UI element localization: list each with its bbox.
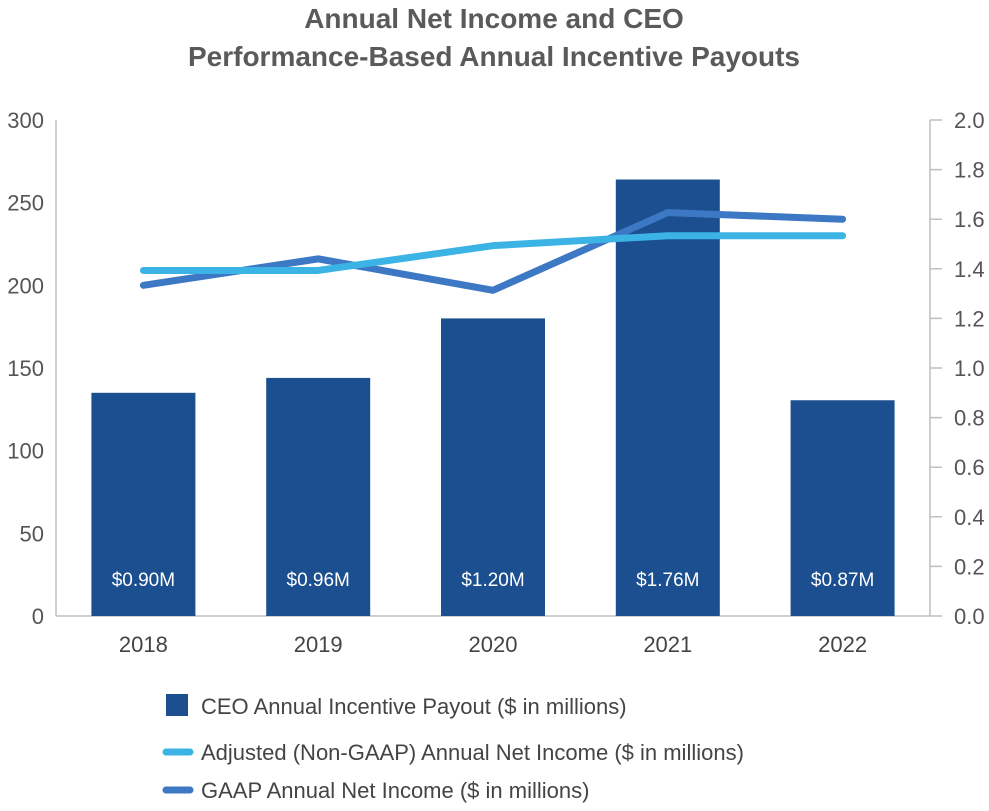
x-tick-label: 2021 <box>643 632 692 657</box>
left-tick-label: 50 <box>20 521 44 546</box>
gaap-net-income-line <box>139 209 847 294</box>
bar-value-label: $1.76M <box>636 570 699 591</box>
legend-swatch-bar <box>166 694 188 716</box>
left-tick-label: 200 <box>7 273 44 298</box>
right-tick-label: 0.2 <box>954 554 985 579</box>
bar-value-label: $1.20M <box>461 570 524 591</box>
bar-value-label: $0.90M <box>112 570 175 591</box>
bar <box>615 179 720 616</box>
lines-group <box>139 209 847 294</box>
right-tick-label: 1.8 <box>954 158 985 183</box>
left-tick-label: 300 <box>7 108 44 133</box>
left-tick-label: 100 <box>7 439 44 464</box>
right-tick-label: 0.4 <box>954 505 985 530</box>
bar-value-label: $0.96M <box>287 570 350 591</box>
right-tick-label: 1.0 <box>954 356 985 381</box>
chart-title-line-2: Performance-Based Annual Incentive Payou… <box>188 41 800 72</box>
bar-value-label: $0.87M <box>811 570 874 591</box>
adjusted-net-income-line <box>139 232 847 274</box>
left-tick-label: 0 <box>32 604 44 629</box>
bar <box>441 318 545 616</box>
bar <box>266 377 371 616</box>
legend-group: CEO Annual Incentive Payout ($ in millio… <box>162 694 744 803</box>
right-tick-label: 1.2 <box>954 306 985 331</box>
right-tick-label: 0.0 <box>954 604 985 629</box>
bar <box>790 400 895 616</box>
x-tick-label: 2019 <box>294 632 343 657</box>
right-tick-label: 2.0 <box>954 108 985 133</box>
legend-label: GAAP Annual Net Income ($ in millions) <box>201 778 589 803</box>
x-tick-label: 2018 <box>119 632 168 657</box>
left-tick-label: 250 <box>7 191 44 216</box>
left-tick-label: 150 <box>7 356 44 381</box>
right-tick-label: 1.4 <box>954 257 985 282</box>
axes-group: 0 50 100 150 200 250 300 0.0 0.2 0.4 0.6 0.8 1.0 1.2 1… <box>7 108 984 657</box>
x-tick-label: 2020 <box>469 632 518 657</box>
right-tick-label: 0.6 <box>954 455 985 480</box>
right-tick-label: 1.6 <box>954 207 985 232</box>
x-tick-label: 2022 <box>818 632 867 657</box>
right-tick-label: 0.8 <box>954 406 985 431</box>
legend-label: CEO Annual Incentive Payout ($ in millio… <box>201 694 627 719</box>
bar <box>91 392 196 616</box>
chart-title-line-1: Annual Net Income and CEO <box>304 3 684 34</box>
legend-label: Adjusted (Non-GAAP) Annual Net Income ($… <box>201 740 744 765</box>
bars-group: $0.90M $0.96M $1.20M $1.76M $0.87M <box>91 179 895 616</box>
